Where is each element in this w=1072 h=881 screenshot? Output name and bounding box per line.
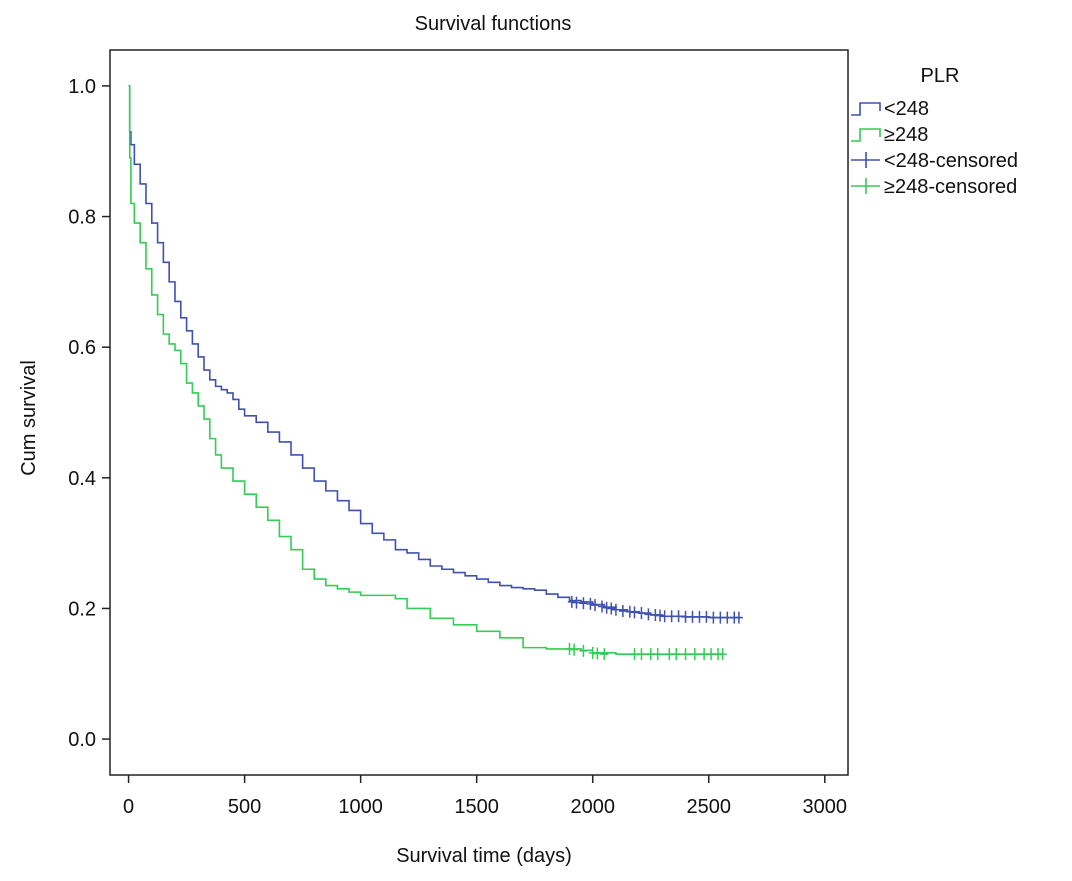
censor-mark xyxy=(611,603,620,616)
x-axis: 0 500 1000 1500 2000 2500 3000 xyxy=(123,775,847,818)
y-tick-label: 1.0 xyxy=(68,76,96,98)
censor-mark xyxy=(734,611,743,624)
censor-mark xyxy=(579,597,588,610)
censor-mark xyxy=(637,648,646,661)
legend-entry-label: ≥248 xyxy=(884,124,928,146)
censor-mark xyxy=(700,648,709,661)
plot-frame xyxy=(109,49,849,776)
censor-mark xyxy=(681,610,690,623)
censor-mark xyxy=(586,597,595,610)
legend-entry-label: <248-censored xyxy=(884,150,1018,172)
censor-mark xyxy=(591,599,600,612)
legend-step-swatch xyxy=(851,128,881,142)
legend: PLR <248 ≥248 <248-censored ≥248-censored xyxy=(851,65,1018,198)
censor-mark xyxy=(702,610,711,623)
censor-mark xyxy=(593,647,602,660)
x-tick-label: 2500 xyxy=(687,796,732,818)
censor-mark xyxy=(707,648,716,661)
chart-title: Survival functions xyxy=(415,13,572,35)
series-layer xyxy=(128,85,743,661)
censor-mark xyxy=(716,611,725,624)
y-axis-label: Cum survival xyxy=(18,360,40,476)
x-tick-label: 1000 xyxy=(338,796,383,818)
x-tick-label: 0 xyxy=(123,796,134,818)
censor-mark xyxy=(570,643,579,656)
censor-mark xyxy=(695,610,704,623)
y-tick-label: 0.6 xyxy=(68,337,96,359)
legend-entry-label: <248 xyxy=(884,98,929,120)
censor-mark xyxy=(690,648,699,661)
y-tick-label: 0.0 xyxy=(68,729,96,751)
censor-mark xyxy=(637,607,646,620)
x-tick-label: 1500 xyxy=(454,796,499,818)
y-tick-label: 0.2 xyxy=(68,598,96,620)
censor-mark xyxy=(579,644,588,657)
legend-censor-swatch xyxy=(851,178,880,194)
y-tick-label: 0.4 xyxy=(68,468,96,490)
censor-mark xyxy=(723,611,732,624)
censor-mark xyxy=(688,610,697,623)
legend-title: PLR xyxy=(921,65,960,87)
censor-mark xyxy=(600,648,609,661)
censor-mark xyxy=(660,610,669,623)
x-axis-label: Survival time (days) xyxy=(396,845,572,867)
censor-mark xyxy=(618,605,627,618)
censor-mark xyxy=(681,648,690,661)
censor-mark xyxy=(630,648,639,661)
censor-mark xyxy=(607,602,616,615)
censor-mark xyxy=(630,606,639,619)
y-axis: 0.0 0.2 0.4 0.6 0.8 1.0 xyxy=(68,76,110,751)
censor-mark xyxy=(644,608,653,621)
legend-entry-label: ≥248-censored xyxy=(884,176,1017,198)
legend-censor-swatch xyxy=(851,152,880,168)
x-tick-label: 2000 xyxy=(570,796,615,818)
survival-curve-at-or-above-248 xyxy=(128,85,723,655)
censor-mark xyxy=(665,648,674,661)
censor-mark xyxy=(718,648,727,661)
censor-mark xyxy=(572,596,581,609)
x-tick-label: 3000 xyxy=(803,796,848,818)
censor-mark xyxy=(672,648,681,661)
censor-mark xyxy=(667,610,676,623)
censor-mark xyxy=(674,610,683,623)
y-tick-label: 0.8 xyxy=(68,207,96,229)
censor-mark xyxy=(598,600,606,613)
x-tick-label: 500 xyxy=(228,796,261,818)
censor-mark xyxy=(653,648,662,661)
legend-step-swatch xyxy=(851,102,881,116)
censor-mark xyxy=(646,648,655,661)
censor-mark xyxy=(709,611,718,624)
survival-curve-below-248 xyxy=(128,85,742,619)
